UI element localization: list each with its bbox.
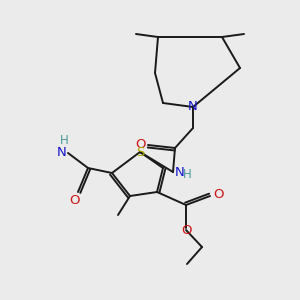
Text: H: H bbox=[183, 167, 191, 181]
Text: N: N bbox=[56, 146, 66, 160]
Text: O: O bbox=[69, 194, 79, 206]
Text: N: N bbox=[175, 166, 185, 178]
Text: N: N bbox=[188, 100, 198, 113]
Text: O: O bbox=[213, 188, 223, 200]
Text: S: S bbox=[136, 146, 144, 158]
Text: O: O bbox=[135, 139, 145, 152]
Text: O: O bbox=[181, 224, 191, 236]
Text: H: H bbox=[60, 134, 68, 146]
